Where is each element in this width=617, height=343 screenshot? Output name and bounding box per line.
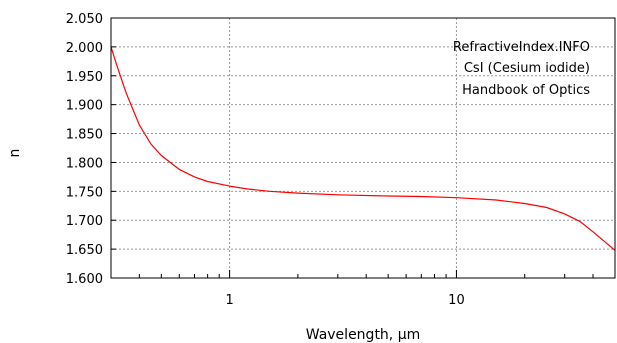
x-tick-label: 1: [225, 293, 233, 308]
annotation-source: RefractiveIndex.INFO: [453, 40, 590, 55]
x-axis-label: Wavelength, µm: [306, 327, 421, 343]
y-tick-label: 1.900: [66, 99, 103, 114]
grid-lines: [111, 18, 615, 278]
plot-area: [110, 46, 616, 251]
y-tick-label: 1.950: [66, 70, 103, 85]
chart-annotations: RefractiveIndex.INFO CsI (Cesium iodide)…: [453, 40, 590, 98]
y-tick-label: 1.700: [66, 214, 103, 229]
y-tick-label: 1.750: [66, 185, 103, 200]
y-tick-label: 1.850: [66, 128, 103, 143]
y-tick-label: 2.000: [66, 41, 103, 56]
y-tick-label: 1.650: [66, 243, 103, 258]
plot-frame: [110, 17, 616, 279]
x-tick-label: 10: [448, 293, 465, 308]
series-line: [110, 46, 616, 251]
y-tick-label: 2.050: [66, 12, 103, 27]
annotation-material: CsI (Cesium iodide): [464, 61, 590, 76]
annotation-reference: Handbook of Optics: [462, 83, 590, 98]
y-axis-label: n: [7, 149, 23, 158]
y-tick-label: 1.800: [66, 156, 103, 171]
axis-ticks: 1.600 1.650 1.700 1.750 1.800 1.850 1.900 1.950…: [66, 12, 616, 308]
y-tick-label: 1.600: [66, 272, 103, 287]
